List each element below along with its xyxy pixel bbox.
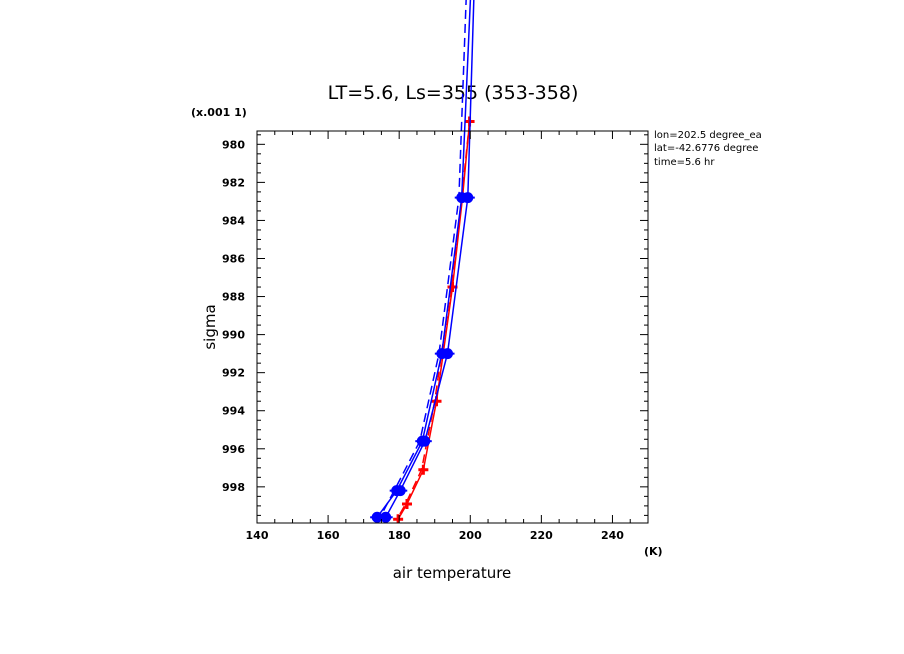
y-tick-label: 988 [222,291,245,304]
chart-title: LT=5.6, Ls=355 (353-358) [328,82,579,104]
x-axis-label: air temperature [393,564,512,582]
y-tick-label: 982 [222,176,245,189]
metadata-line-lon: lon=202.5 degree_ea [654,130,762,141]
metadata-line-time: time=5.6 hr [654,157,715,168]
metadata-line-lat: lat=-42.6776 degree [654,143,758,154]
axes-layer: 140 160 180 200 220 240 980 982 984 986 988 990 992 9… [222,130,649,542]
x-tick-label: 240 [601,529,624,542]
x-tick-label: 160 [317,529,340,542]
series-line [396,121,471,520]
y-tick-label: 994 [222,405,245,418]
series-red-dashed [396,121,471,520]
series-blue-dashed [379,0,467,518]
series-line [376,0,472,518]
metadata-block: lon=202.5 degree_ea lat=-42.6776 degree … [654,130,762,168]
y-scale-note: (x.001 1) [191,106,247,119]
data-point-marker [418,464,429,475]
series-layer [370,0,475,523]
series-blue-solid-2 [370,0,472,523]
x-unit-label: (K) [644,545,663,558]
x-tick-label: 220 [530,529,553,542]
x-tick-label: 180 [388,529,411,542]
x-tick-label: 140 [246,529,269,542]
series-line [385,0,475,518]
y-tick-label: 998 [222,481,245,494]
y-tick-label: 984 [222,214,245,227]
x-tick-label: 200 [459,529,482,542]
y-tick-label: 986 [222,252,245,265]
y-tick-label: 996 [222,443,245,456]
y-axis-label: sigma [201,304,219,349]
series-line [379,0,467,518]
y-tick-label: 990 [222,329,245,342]
y-tick-label: 992 [222,367,245,380]
plot-frame [256,130,649,524]
y-tick-label: 980 [222,138,245,151]
